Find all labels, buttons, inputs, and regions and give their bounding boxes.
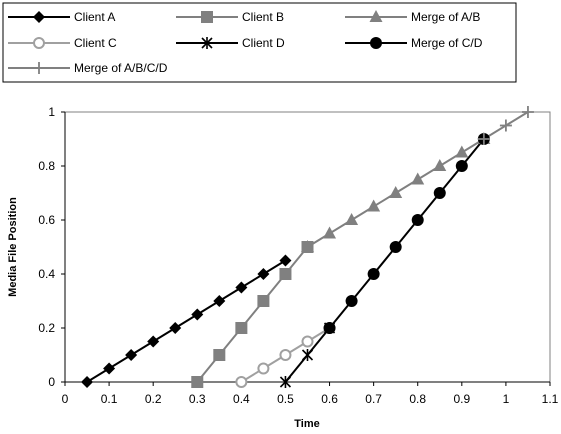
- point-client-b: [213, 349, 226, 361]
- point-merge-of-c-d: [455, 160, 468, 172]
- legend-label-client-d: Client D: [242, 36, 285, 50]
- point-client-a: [81, 376, 94, 388]
- y-tick-label: 0.4: [38, 267, 55, 281]
- point-merge-of-a-b-c-d: [521, 106, 534, 118]
- x-tick-label: 0.8: [409, 392, 426, 406]
- point-merge-of-c-d: [367, 268, 380, 280]
- point-client-d: [279, 376, 292, 388]
- legend-marker-merge-of-c-d: [370, 37, 382, 49]
- point-client-c: [257, 362, 270, 375]
- legend-label-client-b: Client B: [242, 10, 284, 24]
- series-line-client-b: [196, 246, 309, 383]
- point-client-a: [125, 349, 138, 361]
- point-client-a: [103, 362, 116, 375]
- legend-label-client-c: Client C: [74, 36, 117, 50]
- axis-ticks: 0 0.1 0.2 0.3 0.4 0.5 0.6 0.7 0.8 0.9 1 1.1 0 0.2 0.4 0…: [38, 105, 558, 406]
- point-client-c: [235, 376, 248, 388]
- x-tick-label: 0.1: [101, 392, 118, 406]
- y-axis-title: Media File Position: [7, 197, 19, 297]
- point-client-d: [301, 349, 314, 361]
- series-markers: [81, 106, 534, 388]
- x-tick-label: 1.1: [542, 392, 559, 406]
- point-merge-of-a-b: [389, 186, 403, 198]
- x-tick-label: 0.5: [277, 392, 294, 406]
- point-client-a: [147, 335, 160, 348]
- x-axis-title: Time: [294, 418, 319, 430]
- x-tick-label: 0.2: [145, 392, 162, 406]
- point-client-a: [169, 322, 182, 334]
- x-tick-label: 0.3: [189, 392, 206, 406]
- y-tick-label: 1: [48, 105, 55, 119]
- point-merge-of-a-b-c-d: [499, 119, 512, 132]
- point-merge-of-c-d: [389, 241, 402, 253]
- y-tick-label: 0.8: [38, 159, 55, 173]
- point-merge-of-a-b: [455, 145, 469, 158]
- point-client-b: [279, 268, 292, 280]
- point-merge-of-a-b: [345, 213, 359, 225]
- legend-marker-merge-of-a-b: [369, 10, 383, 22]
- point-client-a: [257, 268, 270, 280]
- legend-label-merge-of-a-b-c-d: Merge of A/B/C/D: [74, 61, 168, 75]
- y-tick-label: 0.6: [38, 213, 55, 227]
- legend-label-merge-of-c-d: Merge of C/D: [411, 36, 483, 50]
- point-merge-of-a-b: [323, 226, 337, 239]
- point-merge-of-a-b: [411, 172, 425, 185]
- legend-marker-merge-of-a-b-c-d: [33, 62, 45, 74]
- point-client-a: [235, 281, 248, 294]
- y-tick-label: 0: [48, 375, 55, 389]
- y-tick-label: 0.2: [38, 321, 55, 335]
- x-tick-label: 1: [503, 392, 510, 406]
- legend-marker-client-a: [33, 11, 45, 23]
- point-merge-of-c-d: [345, 295, 358, 307]
- point-client-a: [213, 295, 226, 307]
- series-line-client-a: [86, 259, 286, 383]
- point-merge-of-c-d: [411, 214, 424, 226]
- x-tick-label: 0.6: [321, 392, 338, 406]
- legend-box: [2, 2, 517, 83]
- legend: Client A Client B Merge of A/B Client C Clie…: [8, 10, 483, 75]
- legend-marker-client-b: [201, 11, 213, 23]
- x-tick-label: 0.9: [453, 392, 470, 406]
- point-client-c: [301, 335, 314, 348]
- x-tick-label: 0: [62, 392, 69, 406]
- legend-marker-client-d: [201, 37, 213, 49]
- point-merge-of-a-b: [301, 240, 314, 252]
- point-client-b: [191, 376, 204, 388]
- point-client-c: [279, 349, 292, 361]
- legend-label-client-a: Client A: [74, 10, 115, 24]
- point-client-a: [279, 254, 292, 267]
- point-merge-of-c-d: [323, 322, 336, 334]
- x-tick-label: 0.7: [365, 392, 382, 406]
- point-client-b: [235, 322, 248, 334]
- legend-label-merge-of-a-b: Merge of A/B: [411, 10, 480, 24]
- point-merge-of-a-b-c-d: [477, 133, 490, 145]
- point-client-a: [191, 308, 204, 321]
- x-tick-label: 0.4: [233, 392, 250, 406]
- point-merge-of-a-b: [367, 199, 381, 212]
- point-client-b: [257, 295, 270, 307]
- legend-marker-client-c: [33, 37, 45, 49]
- point-merge-of-c-d: [433, 187, 446, 199]
- point-merge-of-a-b: [433, 159, 447, 171]
